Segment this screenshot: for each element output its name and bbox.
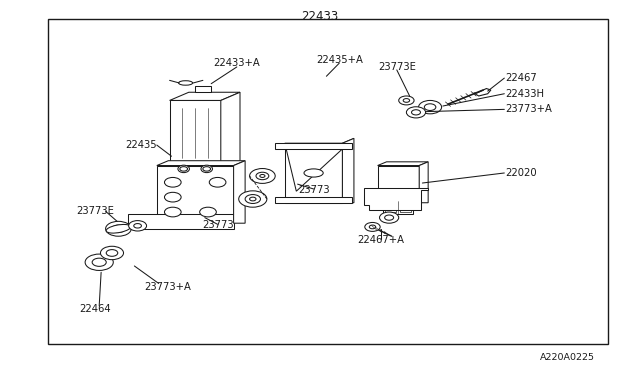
Text: 22467: 22467 bbox=[506, 73, 538, 83]
Polygon shape bbox=[378, 162, 428, 166]
Circle shape bbox=[380, 212, 399, 223]
Circle shape bbox=[164, 177, 181, 187]
Circle shape bbox=[209, 177, 226, 187]
Circle shape bbox=[164, 207, 181, 217]
Circle shape bbox=[134, 224, 141, 228]
Circle shape bbox=[106, 250, 118, 256]
Circle shape bbox=[203, 167, 211, 171]
Ellipse shape bbox=[106, 224, 131, 233]
Circle shape bbox=[180, 167, 188, 171]
Circle shape bbox=[406, 107, 426, 118]
Circle shape bbox=[385, 215, 394, 220]
Circle shape bbox=[245, 195, 260, 203]
Bar bbox=[385, 203, 396, 212]
Polygon shape bbox=[275, 143, 352, 149]
Polygon shape bbox=[285, 143, 342, 203]
Polygon shape bbox=[170, 100, 221, 166]
Polygon shape bbox=[234, 161, 245, 223]
Circle shape bbox=[112, 225, 125, 232]
Polygon shape bbox=[128, 214, 234, 229]
Circle shape bbox=[106, 221, 131, 236]
Text: A220A0225: A220A0225 bbox=[540, 353, 595, 362]
Circle shape bbox=[239, 191, 267, 207]
Text: 22433H: 22433H bbox=[506, 89, 545, 99]
Polygon shape bbox=[342, 138, 354, 203]
Circle shape bbox=[399, 96, 414, 105]
Text: 23773+A: 23773+A bbox=[144, 282, 191, 292]
Bar bbox=[383, 201, 413, 214]
Polygon shape bbox=[364, 188, 428, 210]
Text: 22020: 22020 bbox=[506, 168, 537, 178]
Text: 22435+A: 22435+A bbox=[316, 55, 363, 64]
Ellipse shape bbox=[178, 165, 189, 173]
Polygon shape bbox=[285, 138, 354, 191]
Circle shape bbox=[403, 99, 410, 102]
Circle shape bbox=[256, 172, 269, 180]
Text: 23773+A: 23773+A bbox=[506, 105, 552, 114]
Polygon shape bbox=[474, 89, 491, 96]
Polygon shape bbox=[157, 166, 234, 223]
Text: 23773: 23773 bbox=[298, 185, 330, 195]
Circle shape bbox=[92, 258, 106, 266]
Text: 22464: 22464 bbox=[79, 304, 111, 314]
Circle shape bbox=[419, 100, 442, 114]
Circle shape bbox=[200, 207, 216, 217]
Circle shape bbox=[129, 221, 147, 231]
Polygon shape bbox=[221, 92, 240, 166]
Bar bbox=[48, 19, 608, 344]
Circle shape bbox=[424, 104, 436, 110]
Polygon shape bbox=[378, 166, 419, 203]
Text: 22433+A: 22433+A bbox=[213, 58, 260, 68]
Text: 22467+A: 22467+A bbox=[357, 235, 404, 245]
Ellipse shape bbox=[201, 165, 212, 173]
Circle shape bbox=[100, 246, 124, 260]
Circle shape bbox=[412, 110, 420, 115]
Bar bbox=[400, 203, 411, 212]
Circle shape bbox=[85, 254, 113, 270]
Text: 22433: 22433 bbox=[301, 10, 339, 23]
Circle shape bbox=[164, 192, 181, 202]
Ellipse shape bbox=[179, 81, 193, 85]
Circle shape bbox=[250, 169, 275, 183]
Circle shape bbox=[365, 222, 380, 231]
Ellipse shape bbox=[304, 169, 323, 177]
Bar bbox=[195, 86, 211, 92]
Text: 23773E: 23773E bbox=[378, 62, 416, 72]
Polygon shape bbox=[157, 161, 245, 166]
Polygon shape bbox=[170, 92, 240, 100]
Circle shape bbox=[369, 225, 376, 229]
Text: 23773: 23773 bbox=[202, 220, 234, 230]
Polygon shape bbox=[419, 162, 428, 203]
Text: 23773E: 23773E bbox=[76, 206, 114, 216]
Text: 22435: 22435 bbox=[125, 140, 157, 150]
Polygon shape bbox=[275, 197, 352, 203]
